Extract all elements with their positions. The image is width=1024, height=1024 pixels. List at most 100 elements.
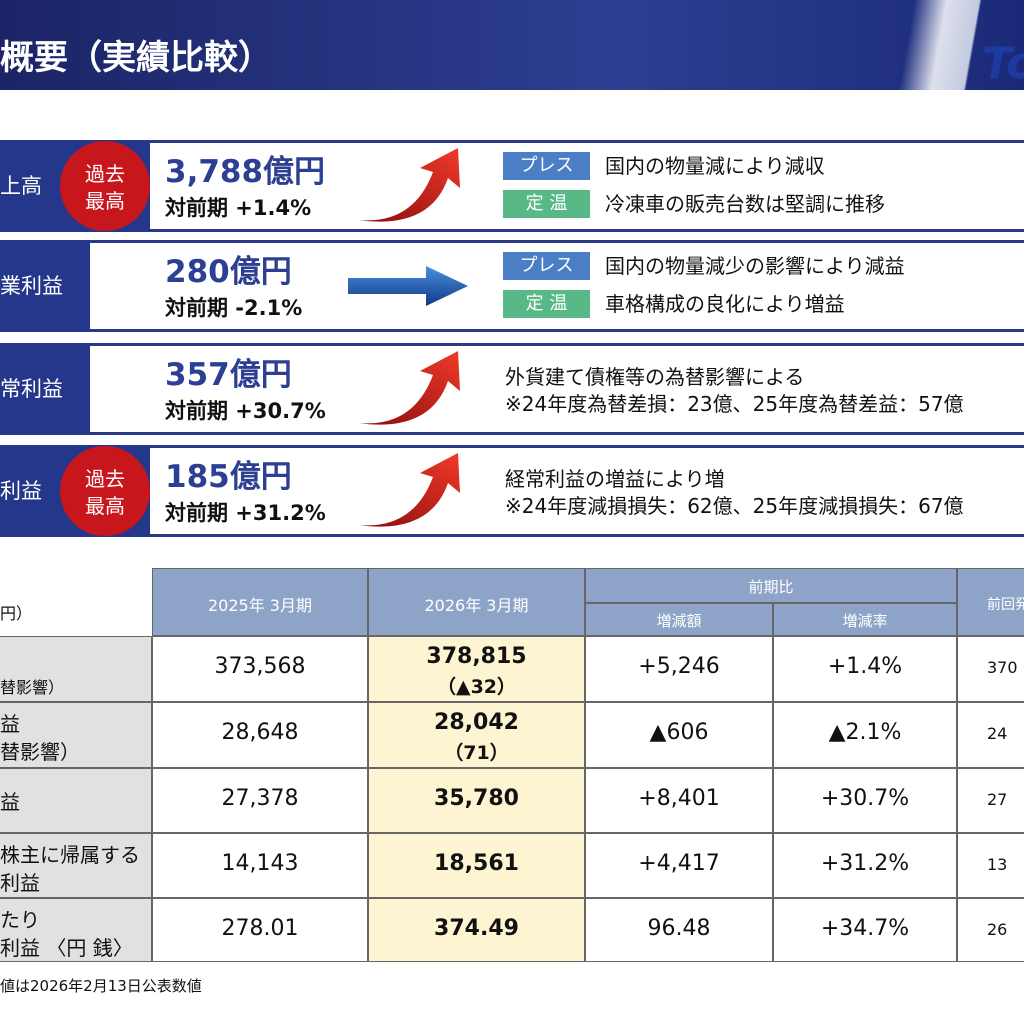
header-cell <box>585 603 773 636</box>
cell-text: 28,648 <box>221 720 299 745</box>
cell <box>152 636 368 702</box>
row-label: 替影響） <box>0 678 65 697</box>
summary-box <box>0 343 1024 435</box>
header-cell <box>368 568 585 636</box>
flat-arrow <box>348 266 468 306</box>
cell-text: 18,561 <box>434 851 519 876</box>
row-label: 益 <box>0 712 20 736</box>
summary-value: 280億円 <box>165 254 292 290</box>
cell-text: +5,246 <box>638 654 720 679</box>
tag: プレス <box>503 152 590 180</box>
cell-text: （71） <box>444 742 509 764</box>
summary-box <box>0 445 1024 537</box>
note-text: 国内の物量減により減収 <box>605 154 825 178</box>
group-header: 前期比 <box>748 578 794 596</box>
up-arrow <box>358 453 460 527</box>
row-label-cell <box>0 833 152 898</box>
cell-text: ▲2.1% <box>828 720 902 745</box>
cell-text: 370 <box>987 658 1018 677</box>
cell-text: 24 <box>987 724 1008 743</box>
summary-change: 対前期 +1.4% <box>165 196 312 220</box>
cell-text: 28,042 <box>434 710 519 735</box>
row-label: 替影響） <box>0 740 80 764</box>
column-header: 2025年 3月期 <box>208 596 312 615</box>
cell-text: +4,417 <box>638 851 720 876</box>
tag: 定 温 <box>503 190 590 218</box>
row-label: たり <box>0 908 40 932</box>
summary-label: 利益 <box>0 479 42 503</box>
summary-label: 上高 <box>0 174 42 198</box>
up-arrow <box>358 148 460 222</box>
cell <box>585 898 773 962</box>
note-text: 国内の物量減少の影響により減益 <box>605 254 905 278</box>
header-cell <box>773 603 957 636</box>
column-header: 2026年 3月期 <box>424 596 529 615</box>
column-header: 前回発 <box>987 597 1024 613</box>
row-label-cell <box>0 636 152 702</box>
footnote: 値は2026年2月13日公表数値 <box>0 977 202 995</box>
cell-text: +34.7% <box>820 916 910 941</box>
cell-text: 13 <box>987 855 1008 874</box>
cell <box>368 898 585 962</box>
note-text: ※24年度減損損失：62億、25年度減損損失：67億 <box>505 494 964 518</box>
summary-value: 3,788億円 <box>165 154 326 190</box>
summary-change: 対前期 +30.7% <box>165 399 326 423</box>
cell-text: ▲606 <box>649 720 709 745</box>
cell <box>585 636 773 702</box>
record-badge-text: 過去 <box>85 467 125 491</box>
cell <box>957 702 1024 768</box>
note-text: 経常利益の増益により増 <box>505 467 725 491</box>
record-badge-text: 最高 <box>85 494 125 518</box>
title: 概要（実績比較） <box>0 38 272 78</box>
cell-text: 96.48 <box>647 916 711 941</box>
cell <box>368 833 585 898</box>
summary-label: 常利益 <box>0 377 63 401</box>
record-badge-text: 過去 <box>85 162 125 186</box>
cell-text: 27,378 <box>221 786 299 811</box>
cell-text: +1.4% <box>827 654 903 679</box>
cell-text: +30.7% <box>820 786 910 811</box>
row-label-cell <box>0 898 152 962</box>
cell <box>585 833 773 898</box>
cell <box>368 702 585 768</box>
header-cell <box>152 568 368 636</box>
row-label-cell <box>0 768 152 833</box>
cell <box>585 768 773 833</box>
row-label-cell <box>0 702 152 768</box>
cell <box>773 833 957 898</box>
summary-change: 対前期 +31.2% <box>165 501 326 525</box>
up-arrow <box>358 351 460 425</box>
cell <box>585 702 773 768</box>
cell <box>773 636 957 702</box>
row-label: 株主に帰属する <box>0 843 140 867</box>
record-badge <box>60 141 150 231</box>
row-label: 利益 〈円 銭〉 <box>0 936 133 960</box>
tag: プレス <box>503 252 590 280</box>
cell-text: 26 <box>987 920 1008 939</box>
header-cell <box>585 568 957 603</box>
subcolumn-header: 増減率 <box>842 612 888 630</box>
cell-text: 378,815 <box>426 644 527 669</box>
cell <box>957 636 1024 702</box>
note-text: 外貨建て債権等の為替影響による <box>505 365 805 389</box>
cell-text: 373,568 <box>214 654 306 679</box>
cell-text: 374.49 <box>434 916 519 941</box>
summary-label-panel <box>0 240 90 332</box>
note-text: 冷凍車の販売台数は堅調に推移 <box>605 192 885 216</box>
summary-label: 業利益 <box>0 274 63 298</box>
cell <box>152 833 368 898</box>
cell-text: （▲32） <box>436 676 517 698</box>
cell-text: 27 <box>987 790 1008 809</box>
cell-text: 35,780 <box>434 786 519 811</box>
cell-text: 278.01 <box>221 916 299 941</box>
cell-text: +31.2% <box>820 851 910 876</box>
cell <box>773 898 957 962</box>
note-text: 車格構成の良化により増益 <box>605 292 845 316</box>
cell <box>152 898 368 962</box>
cell-text: +8,401 <box>638 786 720 811</box>
cell <box>368 636 585 702</box>
tag: 定 温 <box>503 290 590 318</box>
note-text: ※24年度為替差損：23億、25年度為替差益：57億 <box>505 392 964 416</box>
header-cell <box>957 568 1024 636</box>
